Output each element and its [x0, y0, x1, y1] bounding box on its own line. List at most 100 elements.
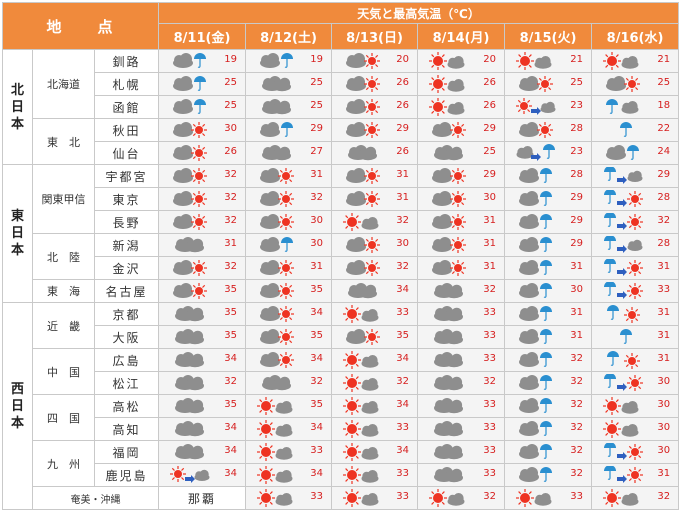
city-name: 金沢: [93, 256, 160, 280]
cloud-icon: [342, 282, 386, 301]
max-temp: 25: [570, 77, 584, 88]
forecast-cell: 26: [158, 141, 247, 165]
forecast-cell: 32: [591, 210, 680, 234]
forecast-cell: 31: [417, 233, 506, 257]
max-temp: 32: [224, 261, 238, 272]
sun-cloud-icon: [256, 397, 300, 416]
cloud-rain-icon: [169, 98, 213, 117]
cloud-sun-icon: [169, 121, 213, 140]
forecast-cell: 30: [245, 233, 333, 257]
sun-cloud-icon: [342, 489, 386, 508]
city-name: 秋田: [93, 118, 160, 142]
forecast-cell: 23: [504, 141, 593, 165]
cloud-sun-icon: [342, 190, 386, 209]
forecast-cell: 22: [591, 118, 680, 142]
forecast-cell: 32: [331, 371, 419, 395]
cloud-sun-icon: [342, 259, 386, 278]
cloud-rain-icon: [515, 167, 559, 186]
forecast-body: 北日本 北海道 釧路 19 19 20 20 21 21 札幌 25 25 26 26 25 25 函館 25 25…: [2, 49, 680, 510]
max-temp: 29: [310, 123, 324, 134]
max-temp: 31: [657, 307, 671, 318]
cloud-rain-icon: [515, 190, 559, 209]
max-temp: 32: [570, 422, 584, 433]
table-row: 鹿児島 34 34 33 33 32 31: [3, 463, 680, 487]
forecast-cell: 28: [591, 187, 680, 211]
city-name: 高知: [93, 417, 160, 441]
forecast-cell: 34: [158, 417, 247, 441]
sun-cloud-icon: [515, 489, 559, 508]
city-name: 宇都宮: [93, 164, 160, 188]
forecast-cell: 35: [245, 279, 333, 303]
forecast-cell: 33: [331, 302, 419, 326]
cloud-icon: [428, 144, 472, 163]
cloud-rain-icon: [515, 259, 559, 278]
sun-cloud-icon: [342, 466, 386, 485]
city-name: 福岡: [93, 440, 160, 464]
area-label: 北海道: [32, 49, 95, 119]
forecast-cell: 31: [504, 325, 593, 349]
max-temp: 33: [483, 330, 497, 341]
cloud-arrow-rain-icon: [515, 144, 559, 163]
sun-cloud-icon: [342, 420, 386, 439]
max-temp: 25: [224, 100, 238, 111]
forecast-cell: 31: [591, 348, 680, 372]
max-temp: 32: [396, 261, 410, 272]
cloud-icon: [428, 374, 472, 393]
max-temp: 33: [657, 284, 671, 295]
city-name: 鹿児島: [93, 463, 160, 487]
max-temp: 32: [483, 376, 497, 387]
max-temp: 33: [396, 422, 410, 433]
cloud-sun-icon: [515, 75, 559, 94]
city-name: 長野: [93, 210, 160, 234]
region-label: 東日本: [2, 164, 33, 303]
forecast-cell: 34: [331, 440, 419, 464]
sun-cloud-icon: [602, 489, 646, 508]
rain-arrow-sun-icon: [602, 212, 646, 232]
forecast-cell: 23: [504, 95, 593, 119]
forecast-cell: 32: [245, 371, 333, 395]
max-temp: 29: [570, 238, 584, 249]
forecast-cell: 33: [331, 486, 419, 510]
date-header: 8/16(水): [591, 23, 680, 50]
cloud-icon: [428, 466, 472, 485]
max-temp: 33: [483, 307, 497, 318]
forecast-cell: 32: [417, 371, 506, 395]
max-temp: 29: [396, 123, 410, 134]
table-row: 東 海名古屋 35 35 34 32 30 33: [3, 279, 680, 303]
rain-arrow-sun-icon: [602, 465, 646, 485]
max-temp: 32: [396, 376, 410, 387]
max-temp: 31: [570, 330, 584, 341]
max-temp: 31: [310, 169, 324, 180]
cloud-icon: [428, 351, 472, 370]
max-temp: 34: [310, 307, 324, 318]
max-temp: 20: [483, 54, 497, 65]
forecast-table: 地 点 天気と最高気温（℃） 8/11(金) 8/12(土) 8/13(日) 8/14…: [1, 2, 680, 510]
max-temp: 30: [657, 422, 671, 433]
forecast-cell: 33: [417, 302, 506, 326]
max-temp: 21: [570, 54, 584, 65]
cloud-icon: [169, 443, 213, 462]
forecast-cell: 29: [504, 233, 593, 257]
sun-cloud-icon: [428, 489, 472, 508]
sun-cloud-icon: [602, 420, 646, 439]
max-temp: 19: [224, 54, 238, 65]
sun-cloud-icon: [428, 52, 472, 71]
cloud-sun-icon: [256, 351, 300, 370]
max-temp: 23: [570, 100, 584, 111]
max-temp: 32: [224, 376, 238, 387]
max-temp: 32: [224, 215, 238, 226]
max-temp: 25: [483, 146, 497, 157]
sun-arrow-cloud-icon: [515, 98, 559, 117]
max-temp: 34: [396, 284, 410, 295]
cloud-rain-icon: [515, 213, 559, 232]
forecast-cell: 33: [331, 417, 419, 441]
header-row-title: 地 点 天気と最高気温（℃）: [1, 2, 680, 50]
max-temp: 29: [483, 123, 497, 134]
sun-cloud-icon: [256, 443, 300, 462]
max-temp: 33: [483, 353, 497, 364]
max-temp: 33: [483, 399, 497, 410]
cloud-sun-icon: [342, 98, 386, 117]
max-temp: 32: [224, 169, 238, 180]
cloud-rain-icon: [169, 75, 213, 94]
forecast-cell: 20: [417, 49, 506, 73]
